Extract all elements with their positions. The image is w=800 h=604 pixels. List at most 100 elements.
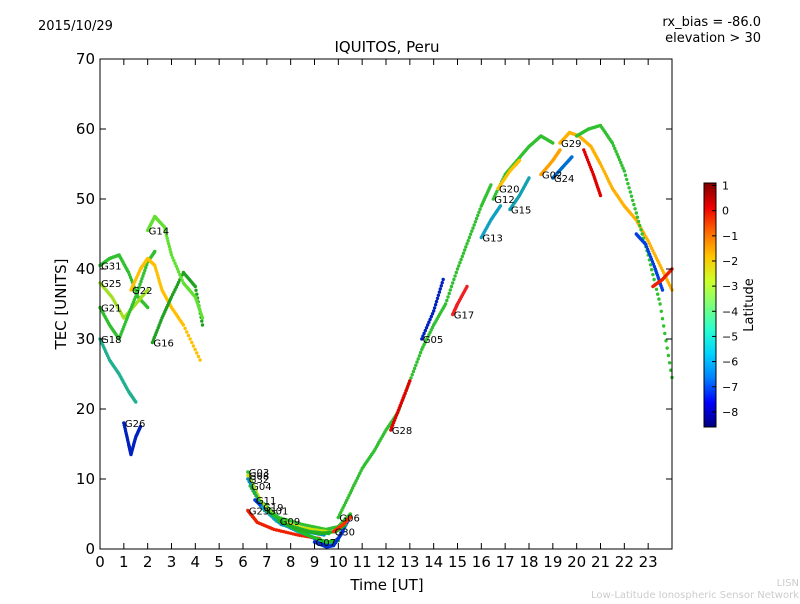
data-point bbox=[440, 281, 444, 285]
data-point bbox=[418, 350, 423, 355]
data-point bbox=[429, 314, 433, 319]
data-point bbox=[420, 337, 424, 341]
series-label: G24 bbox=[554, 174, 574, 185]
series-trace bbox=[146, 214, 205, 320]
series-trace bbox=[508, 176, 531, 212]
data-point bbox=[489, 183, 493, 187]
data-point bbox=[472, 223, 476, 227]
series-label: G30 bbox=[335, 528, 355, 539]
data-point bbox=[453, 274, 457, 278]
data-point bbox=[171, 256, 175, 260]
y-axis: 0 10 20 30 40 50 60 70 bbox=[76, 50, 672, 558]
chart-title: IQUITOS, Peru bbox=[334, 38, 439, 56]
data-point bbox=[139, 279, 143, 284]
data-point bbox=[660, 317, 665, 321]
elevation-label: elevation > 30 bbox=[665, 31, 761, 46]
series-label: G32 bbox=[249, 475, 269, 486]
data-point bbox=[613, 146, 617, 151]
data-point bbox=[348, 515, 352, 520]
data-point bbox=[164, 233, 169, 238]
data-point bbox=[570, 155, 574, 159]
series-label: G26 bbox=[125, 419, 145, 430]
series-label: G29 bbox=[561, 139, 581, 150]
data-point bbox=[477, 210, 481, 214]
data-point bbox=[134, 400, 138, 404]
data-point bbox=[190, 340, 194, 345]
data-point bbox=[421, 334, 425, 338]
data-point bbox=[627, 186, 631, 190]
series-trace bbox=[420, 277, 445, 341]
data-point bbox=[146, 288, 150, 292]
data-point bbox=[631, 198, 635, 203]
y-axis-label: TEC [UNITS] bbox=[52, 259, 70, 351]
series-trace bbox=[331, 515, 352, 534]
data-point bbox=[626, 181, 630, 186]
colorbar-tick-label: −1 bbox=[722, 230, 738, 243]
data-point bbox=[468, 232, 473, 236]
data-point bbox=[662, 324, 666, 328]
series-trace bbox=[558, 130, 674, 292]
data-point bbox=[558, 148, 562, 152]
data-point bbox=[650, 268, 654, 272]
series-label: G31 bbox=[101, 262, 121, 273]
data-point bbox=[439, 284, 443, 288]
x-tick-label: 11 bbox=[353, 553, 372, 571]
data-point bbox=[461, 251, 466, 255]
data-point bbox=[430, 312, 435, 316]
data-point bbox=[457, 264, 461, 268]
data-point bbox=[458, 261, 462, 265]
x-tick-label: 19 bbox=[543, 553, 562, 571]
series-trace bbox=[336, 183, 493, 520]
x-tick-label: 17 bbox=[496, 553, 515, 571]
data-point bbox=[247, 480, 251, 484]
y-tick-label: 70 bbox=[76, 50, 95, 68]
data-point bbox=[193, 284, 197, 289]
data-point bbox=[251, 489, 255, 493]
data-point bbox=[144, 265, 148, 270]
data-point bbox=[193, 347, 197, 352]
data-point bbox=[198, 358, 202, 362]
data-point bbox=[443, 302, 448, 306]
x-tick-label: 4 bbox=[191, 553, 201, 571]
data-point bbox=[176, 270, 181, 274]
data-point bbox=[445, 298, 449, 303]
colorbar-tick-label: −8 bbox=[722, 406, 738, 419]
data-point bbox=[446, 295, 450, 299]
series-trace bbox=[246, 508, 321, 541]
data-point bbox=[411, 369, 416, 374]
data-point bbox=[426, 323, 430, 327]
x-axis-label: Time [UT] bbox=[349, 576, 423, 594]
data-point bbox=[667, 361, 672, 365]
data-point bbox=[633, 207, 637, 211]
data-point bbox=[246, 470, 250, 474]
series-label: G25 bbox=[101, 279, 121, 290]
data-point bbox=[628, 190, 632, 194]
data-point bbox=[465, 284, 469, 289]
series-trace bbox=[539, 148, 562, 177]
data-point bbox=[142, 271, 146, 275]
series-trace bbox=[122, 421, 143, 457]
data-point bbox=[172, 258, 176, 263]
data-point bbox=[146, 305, 150, 310]
series-trace bbox=[389, 379, 412, 432]
data-point bbox=[635, 215, 640, 219]
data-point bbox=[173, 261, 177, 266]
x-tick-label: 23 bbox=[639, 553, 658, 571]
data-point bbox=[467, 235, 472, 240]
series-label: G16 bbox=[153, 339, 173, 350]
colorbar-tick-label: −4 bbox=[722, 305, 738, 318]
data-point bbox=[167, 244, 172, 249]
data-point bbox=[448, 288, 452, 292]
y-tick-label: 0 bbox=[85, 540, 95, 558]
data-point bbox=[178, 272, 182, 277]
data-point bbox=[414, 363, 418, 367]
data-point bbox=[652, 277, 656, 282]
series-trace bbox=[129, 256, 202, 362]
data-point bbox=[169, 253, 174, 257]
data-point bbox=[254, 494, 258, 498]
data-point bbox=[447, 291, 451, 296]
data-point bbox=[432, 309, 436, 313]
data-point bbox=[246, 473, 250, 478]
data-point bbox=[610, 141, 615, 145]
data-point bbox=[625, 177, 629, 182]
